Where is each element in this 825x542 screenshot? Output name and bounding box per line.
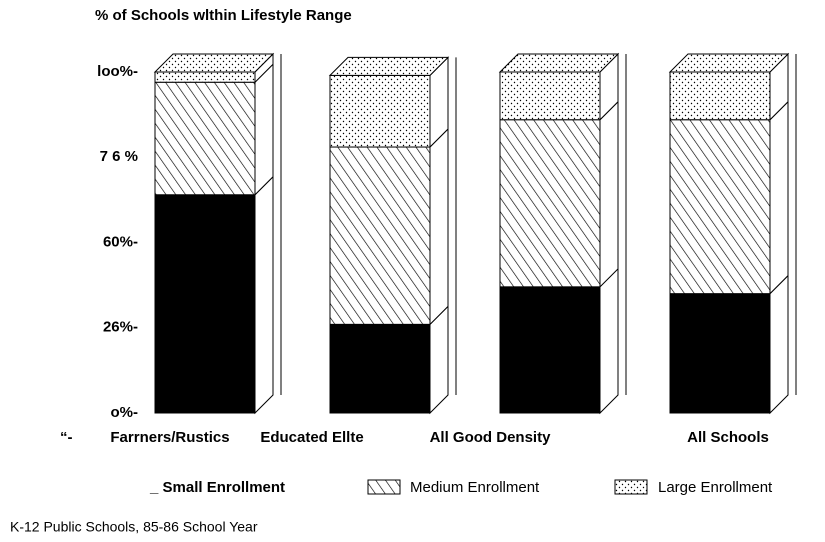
bar-side — [769, 100, 789, 295]
bar-side — [429, 127, 449, 326]
x-tick-label: All Good Density — [430, 429, 552, 446]
y-tick-label: 60%- — [103, 233, 138, 250]
x-tick-label: Educated Ellte — [260, 429, 363, 446]
y-tick-label: 7 6 % — [100, 148, 138, 165]
bar-segment — [499, 119, 601, 288]
bar-segment — [154, 81, 256, 196]
legend-label: _ Small Enrollment — [149, 479, 285, 496]
bar-segment — [329, 323, 431, 414]
x-tick-label: All Schools — [687, 429, 769, 446]
bar-segment — [154, 71, 256, 83]
bar-side — [769, 274, 789, 415]
legend-swatch — [367, 479, 401, 495]
y-tick-label: 26%- — [103, 319, 138, 336]
bar-side — [254, 63, 274, 196]
bar-segment — [499, 71, 601, 121]
legend-swatch — [614, 479, 648, 495]
category-prefix: “- — [60, 429, 73, 446]
bar-top — [328, 56, 450, 76]
bar-top — [668, 53, 790, 73]
bar-top — [153, 53, 275, 73]
chart-title: % of Schools wlthin Lifestyle Range — [95, 7, 352, 24]
y-tick-label: o%- — [111, 404, 139, 421]
bar-segment — [329, 74, 431, 148]
bar-segment — [154, 194, 256, 414]
bar-side — [254, 175, 274, 415]
bar-segment — [669, 71, 771, 121]
bar-side — [599, 100, 619, 289]
bar-segment — [669, 119, 771, 295]
legend-label: Large Enrollment — [658, 479, 773, 496]
legend-label: Medium Enrollment — [410, 479, 540, 496]
footer: K-12 Public Schools, 85-86 School Year — [10, 519, 258, 535]
bar-side — [599, 267, 619, 415]
y-tick-label: loo%- — [97, 63, 138, 80]
bar-segment — [499, 286, 601, 414]
bar-segment — [329, 146, 431, 325]
x-tick-label: Farrners/Rustics — [110, 429, 229, 446]
bar-segment — [669, 293, 771, 414]
bar-top — [498, 53, 620, 73]
